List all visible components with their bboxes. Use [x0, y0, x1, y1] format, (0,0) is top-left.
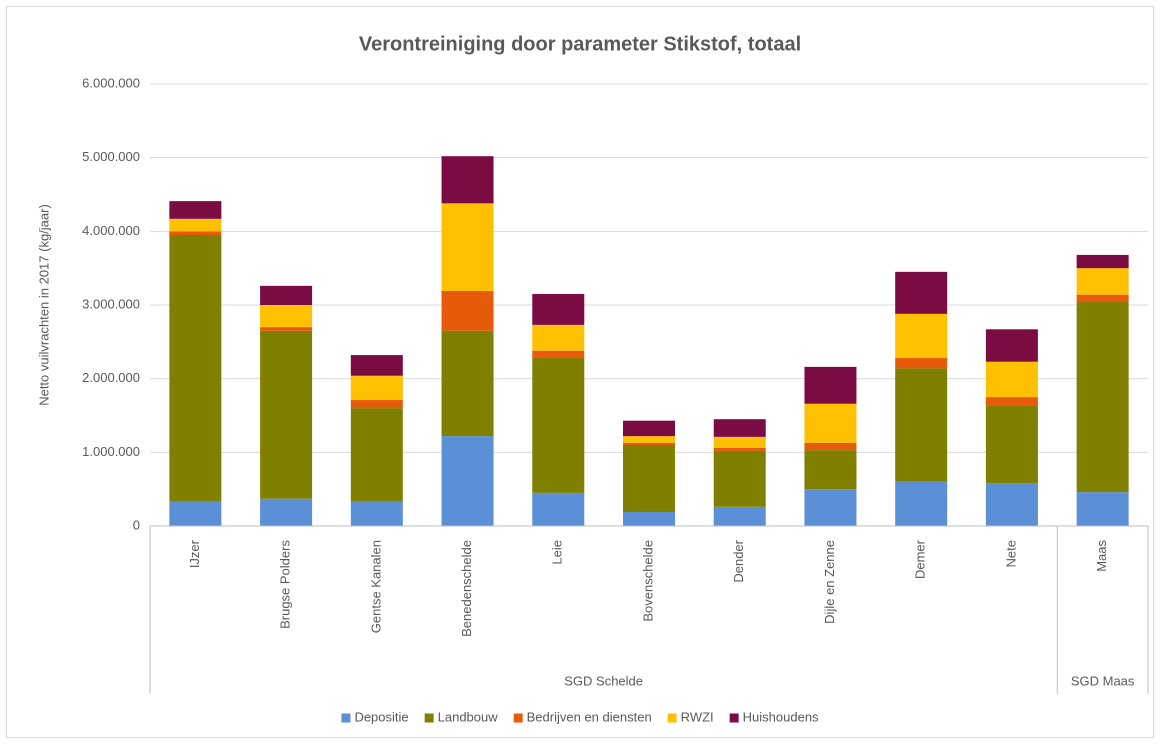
x-tick-label: Leie	[550, 540, 565, 565]
bar-segment	[169, 218, 222, 232]
bar-segment	[713, 436, 766, 448]
bar-segment	[350, 408, 403, 502]
y-tick-label: 2.000.000	[82, 370, 140, 385]
bar-segment	[260, 285, 313, 305]
bar-segment	[623, 442, 675, 445]
bar-segment	[804, 489, 857, 526]
x-tick-label: Bovenschelde	[640, 540, 655, 622]
bar-segment	[985, 329, 1038, 362]
bar-segment	[1076, 302, 1129, 493]
bar-segment	[1076, 492, 1129, 526]
legend-label: RWZI	[681, 709, 714, 724]
bar-segment	[713, 506, 766, 526]
bar-segment	[895, 358, 948, 369]
bar-segment	[441, 330, 494, 437]
bar-segment	[713, 450, 766, 507]
bar-segment	[169, 231, 222, 236]
bar-segment	[895, 313, 948, 359]
legend-swatch	[729, 713, 739, 723]
bar-segment	[532, 357, 585, 493]
y-tick-label: 6.000.000	[82, 75, 140, 90]
legend-label: Landbouw	[438, 709, 499, 724]
group-label: SGD Schelde	[564, 673, 643, 688]
bar-segment	[895, 368, 948, 482]
bar-segment	[623, 420, 675, 437]
x-tick-label: Demer	[913, 539, 928, 579]
x-tick-label: Maas	[1094, 540, 1109, 572]
bar-segment	[1076, 268, 1129, 295]
y-tick-label: 4.000.000	[82, 223, 140, 238]
bar-segment	[350, 355, 403, 376]
group-label: SGD Maas	[1071, 673, 1135, 688]
legend-label: Bedrijven en diensten	[527, 709, 652, 724]
bar-segment	[532, 350, 585, 358]
bar-segment	[895, 271, 948, 314]
legend-swatch	[513, 713, 523, 723]
bar-segment	[532, 324, 585, 351]
legend-swatch	[667, 713, 677, 723]
bar-segment	[532, 492, 585, 526]
x-tick-label: Nete	[1003, 540, 1018, 567]
bar-segment	[260, 327, 313, 331]
y-tick-label: 5.000.000	[82, 149, 140, 164]
y-tick-label: 3.000.000	[82, 296, 140, 311]
bar-segment	[623, 436, 675, 443]
bar-segment	[623, 444, 675, 513]
bar-segment	[350, 400, 403, 409]
x-tick-label: Dijle en Zenne	[822, 540, 837, 624]
x-tick-label: Brugse Polders	[278, 540, 293, 629]
bar-segment	[350, 501, 403, 526]
x-tick-label: IJzer	[187, 539, 202, 568]
bar-segment	[804, 442, 857, 451]
legend-label: Depositie	[354, 709, 408, 724]
bar-segment	[441, 156, 494, 204]
x-tick-label: Benedenschelde	[459, 540, 474, 637]
bar-segment	[169, 235, 222, 502]
bar-segment	[804, 366, 857, 404]
bar-segment	[169, 501, 222, 526]
bar-segment	[260, 498, 313, 526]
bar-segment	[985, 361, 1038, 398]
y-tick-label: 0	[133, 517, 140, 532]
bar-segment	[623, 512, 675, 526]
x-tick-label: Dender	[731, 539, 746, 582]
legend-label: Huishoudens	[743, 709, 819, 724]
bar-segment	[804, 450, 857, 490]
bar-segment	[260, 305, 313, 328]
bar-segment	[804, 403, 857, 443]
bar-segment	[985, 397, 1038, 406]
legend-swatch	[341, 713, 351, 723]
bar-segment	[985, 483, 1038, 526]
bar-segment	[350, 375, 403, 401]
y-tick-label: 1.000.000	[82, 444, 140, 459]
bar-segment	[532, 293, 585, 325]
y-axis-label: Netto vuilvrachten in 2017 (kg/jaar)	[36, 204, 51, 406]
bar-segment	[713, 447, 766, 451]
bar-segment	[260, 330, 313, 499]
bar-segment	[1076, 254, 1129, 269]
bar-segment	[895, 481, 948, 526]
legend-swatch	[424, 713, 434, 723]
bar-segment	[441, 291, 494, 331]
bar-segment	[713, 419, 766, 437]
bar-segment	[441, 203, 494, 292]
bar-segment	[169, 201, 222, 219]
chart-title: Verontreiniging door parameter Stikstof,…	[359, 33, 801, 55]
x-tick-label: Gentse Kanalen	[368, 540, 383, 633]
bar-segment	[1076, 294, 1129, 303]
bar-segment	[985, 405, 1038, 484]
bar-segment	[441, 436, 494, 526]
